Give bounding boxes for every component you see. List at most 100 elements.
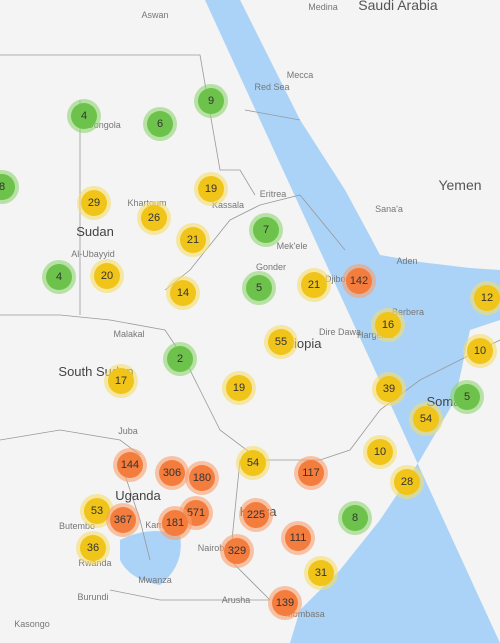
cluster-count: 5 xyxy=(256,282,262,294)
cluster-marker[interactable]: 144 xyxy=(113,448,147,482)
place-label: Malakal xyxy=(113,329,144,339)
cluster-dot xyxy=(272,590,298,616)
cluster-dot xyxy=(46,264,72,290)
cluster-count: 55 xyxy=(275,336,287,348)
place-label: Saudi Arabia xyxy=(358,0,438,13)
place-label: Uganda xyxy=(115,488,161,503)
cluster-marker[interactable]: 367 xyxy=(106,503,140,537)
cluster-dot xyxy=(413,406,439,432)
cluster-dot xyxy=(454,384,480,410)
cluster-marker[interactable]: 8 xyxy=(338,501,372,535)
cluster-marker[interactable]: 54 xyxy=(236,446,270,480)
cluster-marker[interactable]: 31 xyxy=(304,556,338,590)
cluster-marker[interactable]: 306 xyxy=(155,456,189,490)
cluster-marker[interactable]: 9 xyxy=(194,84,228,118)
cluster-dot xyxy=(80,535,106,561)
cluster-dot xyxy=(81,190,107,216)
cluster-count: 9 xyxy=(208,95,214,107)
cluster-count: 19 xyxy=(233,382,245,394)
cluster-count: 20 xyxy=(101,270,113,282)
cluster-dot xyxy=(298,460,324,486)
cluster-marker[interactable]: 55 xyxy=(264,325,298,359)
cluster-marker[interactable]: 26 xyxy=(137,201,171,235)
cluster-marker[interactable]: 21 xyxy=(297,268,331,302)
cluster-count: 36 xyxy=(87,542,99,554)
place-label: Berbera xyxy=(392,307,424,317)
cluster-count: 54 xyxy=(420,413,432,425)
place-label: Burundi xyxy=(77,592,108,602)
cluster-marker[interactable]: 16 xyxy=(371,308,405,342)
cluster-marker[interactable]: 225 xyxy=(239,498,273,532)
cluster-dot xyxy=(268,329,294,355)
cluster-dot xyxy=(198,88,224,114)
cluster-marker[interactable]: 14 xyxy=(166,276,200,310)
cluster-dot xyxy=(110,507,136,533)
place-label: Aswan xyxy=(141,10,168,20)
cluster-marker[interactable]: 19 xyxy=(222,371,256,405)
cluster-count: 329 xyxy=(228,545,246,557)
place-label: Sana'a xyxy=(375,204,403,214)
cluster-dot xyxy=(243,502,269,528)
cluster-count: 571 xyxy=(187,507,205,519)
place-label: Yemen xyxy=(438,177,481,193)
cluster-marker[interactable]: 142 xyxy=(342,264,376,298)
cluster-marker[interactable]: 19 xyxy=(194,172,228,206)
cluster-marker[interactable]: 54 xyxy=(409,402,443,436)
cluster-count: 4 xyxy=(56,271,62,283)
cluster-marker[interactable]: 4 xyxy=(67,99,101,133)
place-label: Butembo xyxy=(59,521,95,531)
cluster-count: 144 xyxy=(121,459,139,471)
cluster-marker[interactable]: 7 xyxy=(249,213,283,247)
cluster-dot xyxy=(342,505,368,531)
cluster-count: 117 xyxy=(302,467,320,479)
cluster-dot xyxy=(0,174,15,200)
cluster-dot xyxy=(253,217,279,243)
cluster-dot xyxy=(376,376,402,402)
cluster-count: 26 xyxy=(148,212,160,224)
cluster-marker[interactable]: 181 xyxy=(158,506,192,540)
place-label: Nairobi xyxy=(198,543,227,553)
cluster-marker[interactable]: 8 xyxy=(0,170,19,204)
cluster-marker[interactable]: 39 xyxy=(372,372,406,406)
cluster-marker[interactable]: 10 xyxy=(463,334,497,368)
cluster-count: 6 xyxy=(157,118,163,130)
cluster-marker[interactable]: 5 xyxy=(242,271,276,305)
cluster-marker[interactable]: 111 xyxy=(281,521,315,555)
place-label: Mombasa xyxy=(285,609,325,619)
cluster-count: 306 xyxy=(163,467,181,479)
cluster-dot xyxy=(308,560,334,586)
cluster-marker[interactable]: 17 xyxy=(104,364,138,398)
cluster-marker[interactable]: 20 xyxy=(90,259,124,293)
cluster-marker[interactable]: 12 xyxy=(470,281,500,315)
cluster-count: 16 xyxy=(382,319,394,331)
cluster-marker[interactable]: 139 xyxy=(268,586,302,620)
cluster-marker[interactable]: 29 xyxy=(77,186,111,220)
place-label: Medina xyxy=(308,2,338,12)
cluster-marker[interactable]: 5 xyxy=(450,380,484,414)
cluster-marker[interactable]: 10 xyxy=(363,435,397,469)
red-sea xyxy=(205,0,372,248)
place-label: Sudan xyxy=(76,224,114,239)
cluster-dot xyxy=(189,465,215,491)
cluster-marker[interactable]: 6 xyxy=(143,107,177,141)
place-label: Juba xyxy=(118,426,138,436)
place-label: Dongola xyxy=(87,120,121,130)
cluster-count: 142 xyxy=(350,275,368,287)
cluster-marker[interactable]: 180 xyxy=(185,461,219,495)
place-label: Aden xyxy=(396,256,417,266)
cluster-count: 180 xyxy=(193,472,211,484)
cluster-marker[interactable]: 4 xyxy=(42,260,76,294)
cluster-marker[interactable]: 53 xyxy=(80,494,114,528)
cluster-marker[interactable]: 117 xyxy=(294,456,328,490)
cluster-count: 53 xyxy=(91,505,103,517)
cluster-marker[interactable]: 329 xyxy=(220,534,254,568)
cluster-marker[interactable]: 2 xyxy=(163,342,197,376)
cluster-count: 225 xyxy=(247,509,265,521)
cluster-marker[interactable]: 571 xyxy=(179,496,213,530)
cluster-dot xyxy=(246,275,272,301)
cluster-marker[interactable]: 36 xyxy=(76,531,110,565)
cluster-marker[interactable]: 28 xyxy=(390,465,424,499)
cluster-marker[interactable]: 21 xyxy=(176,223,210,257)
cluster-dot xyxy=(108,368,134,394)
